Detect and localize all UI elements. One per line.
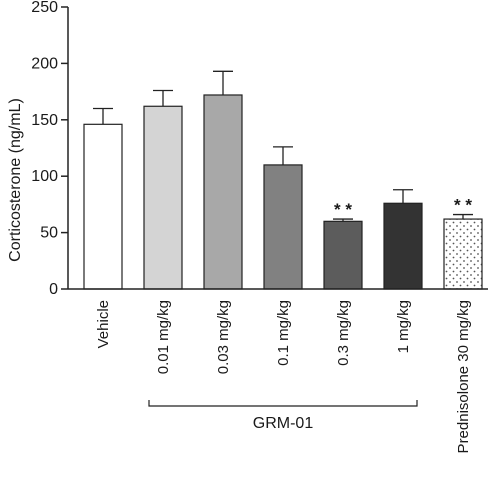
x-axis-labels: Vehicle 0.01 mg/kg 0.03 mg/kg 0.1 mg/kg 0.3 … [95,300,472,453]
y-tick-label: 50 [40,225,58,242]
y-tick-label: 200 [31,55,58,72]
group-bracket: GRM-01 [148,400,418,432]
bar [83,123,123,290]
x-category-label: Vehicle [95,300,112,348]
y-tick-label: 0 [49,281,58,298]
y-tick-label: 150 [31,112,58,129]
bar [263,164,303,290]
bar [203,94,243,290]
y-axis: 0 50 100 150 200 250 [31,0,69,298]
y-tick-label: 100 [31,168,58,185]
x-category-label: 0.03 mg/kg [215,300,232,374]
significance-marker: * * [334,200,352,219]
x-category-label: 0.1 mg/kg [275,300,292,366]
bar [443,218,483,290]
x-category-label: Prednisolone 30 mg/kg [455,300,472,453]
group-label: GRM-01 [253,415,314,432]
y-tick-label: 250 [31,0,58,16]
x-category-label: 0.01 mg/kg [155,300,172,374]
bar [143,105,183,290]
group-bracket-line [148,400,418,407]
bar [383,202,423,290]
x-category-label: 0.3 mg/kg [335,300,352,366]
significance-marker: * * [454,196,472,215]
bars: * * * * [68,70,488,290]
bar [323,220,363,290]
y-axis-title: Corticosterone (ng/mL) [7,98,24,262]
x-category-label: 1 mg/kg [395,300,412,353]
